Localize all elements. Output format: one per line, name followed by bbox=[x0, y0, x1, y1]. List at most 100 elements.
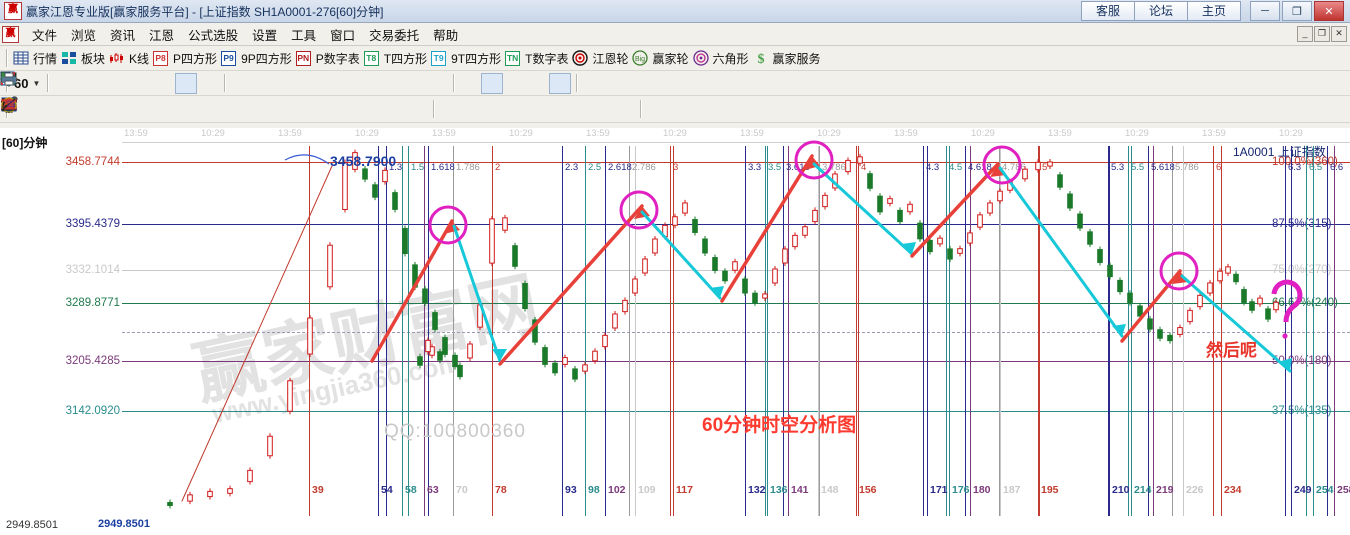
last-page-icon[interactable] bbox=[1, 72, 272, 93]
compass-icon[interactable] bbox=[2, 71, 525, 93]
calendar-icon[interactable]: 21 bbox=[0, 72, 602, 93]
titlebar-button-forum[interactable]: 论坛 bbox=[1134, 1, 1188, 21]
diamond-both-icon[interactable] bbox=[0, 71, 382, 93]
flag-icon[interactable] bbox=[1, 72, 219, 93]
chart-small2-icon[interactable]: 9 bbox=[2, 74, 139, 93]
ruler-icon[interactable] bbox=[2, 98, 666, 119]
titlebar-button-support[interactable]: 客服 bbox=[1081, 1, 1135, 21]
gold-red-icon[interactable]: 金 bbox=[2, 99, 842, 119]
toolbar-winner-wheel[interactable]: Big 赢家轮 bbox=[630, 48, 690, 68]
zigzag-icon[interactable] bbox=[1, 98, 569, 119]
toolbar-9t-square[interactable]: T9 9T四方形 bbox=[429, 48, 503, 68]
fan-square-icon[interactable] bbox=[1, 97, 525, 119]
save-icon[interactable] bbox=[1, 72, 668, 93]
menu-item-formula-screen[interactable]: 公式选股 bbox=[188, 28, 239, 43]
first-page-icon[interactable] bbox=[2, 72, 250, 93]
gold-scale-icon[interactable]: 金 bbox=[2, 99, 76, 119]
report-icon[interactable] bbox=[1, 71, 95, 93]
square-grid-icon[interactable] bbox=[1, 97, 318, 119]
menu-item-trade[interactable]: 交易委托 bbox=[369, 28, 420, 43]
angle2-icon[interactable]: 金 bbox=[1, 98, 886, 119]
circle-grid-icon[interactable] bbox=[1, 97, 186, 119]
marker-icon[interactable] bbox=[1, 96, 164, 119]
ladder-icon[interactable]: 123 bbox=[1, 97, 406, 119]
diamond-right-icon[interactable] bbox=[0, 71, 360, 93]
tree-icon[interactable] bbox=[0, 72, 547, 93]
hand-icon[interactable] bbox=[3, 73, 479, 93]
menu-item-window[interactable]: 窗口 bbox=[330, 28, 356, 43]
step-icon[interactable] bbox=[2, 99, 340, 119]
chart-area[interactable]: [60]分钟 赢家财富网 www.yingjia360.com 13:59 10:… bbox=[0, 128, 1350, 535]
toolbar-sector[interactable]: 板块 bbox=[59, 48, 107, 68]
calculator-icon[interactable] bbox=[0, 72, 624, 93]
toolbar-gann-wheel[interactable]: 江恩轮 bbox=[570, 48, 630, 68]
diamond-zoom-icon[interactable] bbox=[0, 71, 404, 93]
menu-item-file[interactable]: 文件 bbox=[32, 28, 58, 43]
menu-item-settings[interactable]: 设置 bbox=[252, 28, 278, 43]
scissor-icon[interactable]: % bbox=[2, 100, 732, 119]
menu-item-gann[interactable]: 江恩 bbox=[149, 28, 175, 43]
prev-icon[interactable] bbox=[3, 74, 294, 93]
su-angle-icon[interactable]: 速 bbox=[1, 98, 952, 119]
ying-icon[interactable]: 赢 bbox=[1, 99, 384, 119]
grid-red2-icon[interactable] bbox=[1, 98, 613, 119]
crosshair-icon[interactable] bbox=[1, 72, 504, 94]
print-icon[interactable] bbox=[2, 72, 712, 93]
grid-red-icon[interactable] bbox=[1, 98, 591, 119]
toolbar-9p-square[interactable]: P9 9P四方形 bbox=[219, 48, 294, 68]
fan-red-icon[interactable] bbox=[1, 97, 481, 119]
toolbar-winner-service[interactable]: $ 赢家服务 bbox=[751, 48, 823, 68]
spiral-icon[interactable] bbox=[4, 98, 142, 119]
menu-item-news[interactable]: 资讯 bbox=[110, 28, 136, 43]
gold-bar-icon[interactable]: 金 bbox=[2, 99, 776, 119]
angle-icon[interactable] bbox=[2, 97, 252, 119]
star-web-icon[interactable] bbox=[1, 97, 296, 119]
diamond-fit-icon[interactable] bbox=[0, 71, 448, 93]
parallel-icon[interactable] bbox=[1, 97, 635, 119]
ting-angle-icon[interactable]: 廛 bbox=[1, 98, 974, 119]
mdi-close-icon[interactable]: ✕ bbox=[1331, 26, 1347, 42]
n2-icon[interactable]: n² bbox=[2, 98, 230, 119]
candle-icon[interactable] bbox=[3, 72, 161, 93]
close-icon[interactable]: ✕ bbox=[1314, 1, 1344, 21]
chart-small-icon[interactable]: 3 bbox=[2, 74, 117, 93]
copy-icon[interactable] bbox=[0, 71, 690, 93]
f-angle-icon[interactable]: F bbox=[1, 98, 908, 119]
minimize-icon[interactable]: ─ bbox=[1250, 1, 1280, 21]
pen-up-icon[interactable] bbox=[2, 98, 798, 119]
restore-icon[interactable]: ❐ bbox=[1282, 1, 1312, 21]
menu-item-help[interactable]: 帮助 bbox=[433, 28, 459, 43]
pct-cross-icon[interactable] bbox=[2, 98, 688, 119]
diamond-left-icon[interactable] bbox=[0, 71, 338, 93]
fork-icon[interactable]: F bbox=[2, 99, 120, 119]
mdi-restore-icon[interactable]: ❐ bbox=[1314, 26, 1330, 42]
gold-coin-icon[interactable]: 金 bbox=[1, 97, 754, 119]
target-icon[interactable] bbox=[1, 97, 274, 119]
refresh-icon[interactable] bbox=[0, 72, 73, 93]
measure-icon[interactable] bbox=[1, 98, 428, 119]
box-icon[interactable] bbox=[1, 98, 459, 119]
toolbar-hexagon[interactable]: 六角形 bbox=[691, 48, 751, 68]
menu-item-browse[interactable]: 浏览 bbox=[71, 28, 97, 43]
toolbar-p-square[interactable]: P8 P四方形 bbox=[151, 48, 219, 68]
toolbar-t-square[interactable]: T8 T四方形 bbox=[362, 48, 429, 68]
toolbar-quotes[interactable]: 行情 bbox=[11, 48, 59, 68]
next-icon[interactable] bbox=[3, 74, 316, 93]
grid-lines-icon[interactable] bbox=[1, 98, 54, 119]
notebook-icon[interactable] bbox=[1, 71, 646, 93]
mdi-minimize-icon[interactable]: _ bbox=[1297, 26, 1313, 42]
arc-red-icon[interactable] bbox=[2, 100, 820, 119]
si-angle-icon[interactable]: 四 bbox=[1, 98, 996, 119]
brain-icon[interactable] bbox=[1, 72, 572, 94]
percent-icon[interactable]: % bbox=[3, 97, 710, 119]
gold-scale2-icon[interactable]: 金 bbox=[2, 99, 98, 119]
toolbar-kline[interactable]: K线 bbox=[107, 48, 151, 68]
chart-plot[interactable]: 1.3 1.5 1.618 1.786 2 2.3 2.5 2.618 2.786 3 3.3 3.5… bbox=[122, 140, 1350, 516]
comb-icon[interactable] bbox=[1, 98, 208, 119]
gold-angle-icon[interactable]: 金 bbox=[1, 98, 930, 119]
shen-icon[interactable]: 神 bbox=[1, 99, 362, 119]
period-selector[interactable]: 60 ▼ bbox=[11, 75, 43, 92]
angle-line-icon[interactable] bbox=[1, 99, 547, 119]
angle-gold-icon[interactable] bbox=[1, 98, 864, 119]
diamond-expand-icon[interactable] bbox=[0, 71, 426, 93]
